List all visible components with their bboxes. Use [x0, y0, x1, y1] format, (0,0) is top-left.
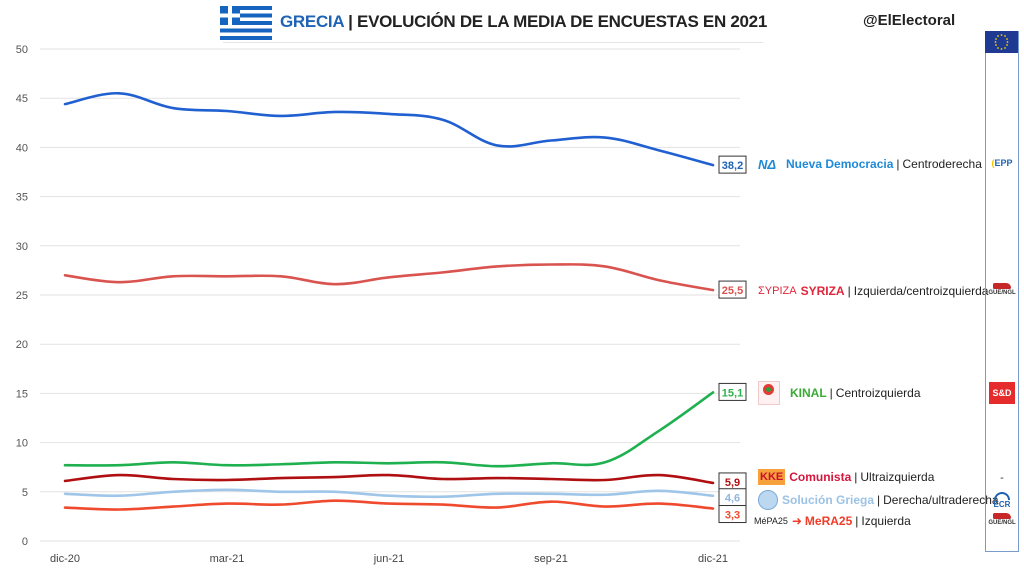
eu-groups-column [985, 31, 1019, 552]
y-tick-label: 20 [16, 339, 28, 351]
s-and-d-logo-icon: S&D [986, 382, 1018, 404]
y-tick-label: 0 [22, 536, 28, 548]
epp-logo-icon: (EPP [991, 158, 1013, 168]
x-tick-label: dic-21 [698, 553, 728, 565]
kke-logo-icon: KKE [758, 469, 786, 485]
legend-item-solucion-griega: Solución Griega | Derecha/ultraderecha [758, 490, 999, 510]
legend-ideology: Derecha/ultraderecha [883, 493, 999, 507]
solucion-griega-logo-icon [758, 490, 778, 510]
y-tick-label: 40 [16, 142, 28, 154]
end-labels: 38,2 25,5 15,1 5,9 4,6 3,3 [718, 155, 747, 524]
end-label: 15,1 [722, 387, 743, 399]
legend-item-mera25: MéPA25 ➜ MeRA25 | Izquierda [754, 514, 911, 528]
syriza-logo-icon: ΣΥΡΙΖΑ [758, 285, 797, 297]
ecr-logo-icon: ECR [986, 492, 1018, 509]
legend-ideology: Ultraizquierda [860, 470, 935, 484]
legend-party: MeRA25 [804, 514, 853, 528]
x-tick-label: dic-20 [50, 553, 80, 565]
series-line [63, 499, 715, 511]
y-tick-label: 35 [16, 192, 28, 204]
mera25-logo-icon: MéPA25 [754, 516, 788, 526]
chart-title: GRECIA | EVOLUCIÓN DE LA MEDIA DE ENCUES… [280, 12, 767, 32]
header: GRECIA | EVOLUCIÓN DE LA MEDIA DE ENCUES… [0, 0, 1024, 44]
end-label: 4,6 [725, 493, 740, 505]
series-line [63, 473, 715, 485]
title-country: GRECIA [280, 12, 344, 31]
series-line [63, 263, 715, 292]
end-label: 3,3 [725, 510, 740, 522]
no-group-dash: - [1000, 472, 1004, 484]
end-label: 25,5 [722, 285, 743, 297]
legend-party: KINAL [790, 386, 827, 400]
legend-item-syriza: ΣΥΡΙΖΑ SYRIZA | Izquierda/centroizquierd… [758, 284, 989, 298]
legend-item-kinal: KINAL | Centroizquierda [758, 381, 921, 405]
y-tick-label: 45 [16, 93, 28, 105]
legend-ideology: Izquierda [861, 514, 911, 528]
y-tick-label: 25 [16, 290, 28, 302]
author-handle: @ElElectoral [863, 12, 956, 29]
legend-party: Comunista [789, 470, 852, 484]
end-label-box [718, 280, 747, 299]
legend-party: Solución Griega [782, 493, 875, 507]
legend-ideology: Izquierda/centroizquierda [853, 284, 989, 298]
legend-ideology: Centroderecha [902, 157, 982, 171]
legend-item-kke: KKE Comunista | Ultraizquierda [758, 469, 935, 485]
x-axis-ticks: dic-20 mar-21 jun-21 sep-21 dic-21 [50, 553, 728, 565]
greece-flag-icon [220, 6, 272, 40]
y-tick-label: 30 [16, 241, 28, 253]
title-separator: | [348, 12, 353, 31]
title-text: EVOLUCIÓN DE LA MEDIA DE ENCUESTAS EN 20… [357, 12, 767, 31]
nd-logo-icon: ΝΔ [758, 156, 777, 172]
series-lines [63, 91, 715, 511]
y-tick-label: 5 [22, 487, 28, 499]
mera25-arrow-icon: ➜ [791, 514, 802, 528]
y-tick-label: 10 [16, 438, 28, 450]
end-label-box [718, 155, 747, 174]
series-line [63, 391, 715, 468]
gue-ngl-logo-icon: GUE/NGL [986, 283, 1018, 296]
legend-ideology: Centroizquierda [835, 386, 921, 400]
legend-party: SYRIZA [800, 284, 845, 298]
end-label-box [718, 382, 747, 401]
x-tick-label: sep-21 [534, 553, 568, 565]
end-label: 38,2 [722, 160, 743, 172]
x-tick-label: jun-21 [373, 553, 405, 565]
y-axis-ticks: 0 5 10 15 20 25 30 35 40 45 50 [16, 44, 28, 548]
gue-ngl-logo-icon: GUE/NGL [986, 513, 1018, 526]
end-label: 5,9 [725, 477, 740, 489]
x-tick-label: mar-21 [210, 553, 245, 565]
legend-item-nd: ΝΔ Nueva Democracia | Centroderecha [758, 156, 982, 172]
end-label-box [718, 505, 747, 524]
grid-lines [40, 48, 740, 542]
series-line [63, 488, 715, 499]
kinal-logo-icon [758, 381, 780, 405]
y-tick-label: 50 [16, 44, 28, 56]
y-tick-label: 15 [16, 388, 28, 400]
eu-flag-icon [985, 31, 1018, 53]
legend-party: Nueva Democracia [786, 157, 894, 171]
header-divider [223, 42, 763, 43]
series-line [63, 91, 715, 167]
